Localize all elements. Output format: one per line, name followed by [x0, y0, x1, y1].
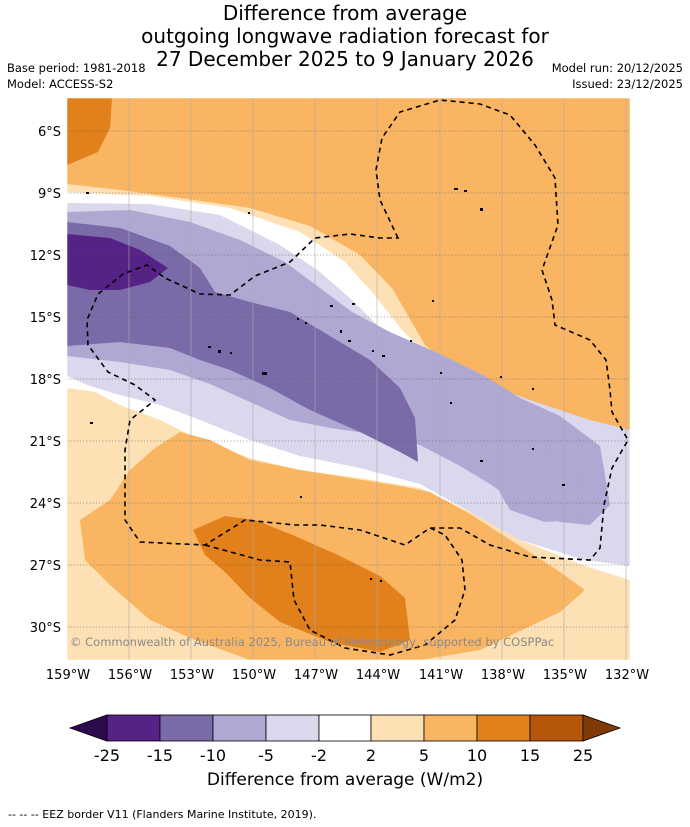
lat-label: 9°S	[38, 187, 61, 202]
colorbar-segment	[265, 714, 320, 742]
colorbar-tick: 10	[467, 746, 487, 765]
lon-label: 150°W	[232, 668, 276, 683]
model-run: Model run: 20/12/2025	[551, 61, 683, 75]
colorbar-segment	[423, 714, 478, 742]
lat-axis: 6°S 9°S 12°S 15°S 18°S 21°S 24°S 27°S 30…	[30, 125, 61, 636]
lon-label: 153°W	[170, 668, 214, 683]
eez-legend-note: -- -- -- EEZ border V11 (Flanders Marine…	[8, 808, 317, 821]
colorbar-label: Difference from average (W/m2)	[206, 770, 484, 790]
lon-label: 147°W	[294, 668, 338, 683]
colorbar-arrow-min	[68, 714, 108, 742]
lat-label: 18°S	[30, 373, 61, 388]
lat-label: 24°S	[30, 497, 61, 512]
lat-label: 21°S	[30, 435, 61, 450]
colorbar-segment	[212, 714, 267, 742]
colorbar-segment	[159, 714, 214, 742]
lat-label: 30°S	[30, 621, 61, 636]
lat-label: 27°S	[30, 559, 61, 574]
chart-title: Difference from average outgoing longwav…	[0, 2, 690, 71]
meta-right: Model run: 20/12/2025 Issued: 23/12/2025	[552, 60, 683, 92]
lat-label: 15°S	[30, 311, 61, 326]
lat-label: 6°S	[38, 125, 61, 140]
meta-left: Base period: 1981-2018 Model: ACCESS-S2	[7, 60, 146, 92]
title-line-3: 27 December 2025 to 9 January 2026	[156, 47, 534, 71]
islands	[86, 188, 565, 582]
lat-gridlines	[67, 130, 630, 628]
colorbar-segment	[318, 714, 372, 742]
anomaly-band-south-10-15	[193, 516, 410, 652]
anomaly-band-neg-10-15	[67, 222, 418, 462]
colorbar-tick: -15	[147, 746, 173, 765]
lon-label: 144°W	[356, 668, 400, 683]
lon-label: 132°W	[605, 668, 649, 683]
anomaly-band-neg-15-25	[67, 234, 168, 290]
colorbar	[68, 714, 622, 742]
lon-label: 156°W	[108, 668, 152, 683]
lon-label: 141°W	[419, 668, 463, 683]
map-area	[67, 98, 630, 660]
lon-label: 159°W	[46, 668, 90, 683]
colorbar-tick: 5	[419, 746, 429, 765]
anomaly-band-south-neg-5-10	[495, 448, 590, 522]
colorbar-tick: -10	[200, 746, 226, 765]
colorbar-ticks: -25 -15 -10 -5 -2 2 5 10 15 25	[94, 746, 593, 765]
title-line-1: Difference from average	[222, 1, 468, 25]
map-frame	[66, 97, 631, 661]
base-period: Base period: 1981-2018	[7, 61, 146, 75]
lon-axis: 159°W 156°W 153°W 150°W 147°W 144°W 141°…	[46, 668, 649, 683]
anomaly-band-south-5-10	[80, 432, 585, 660]
eez-border	[86, 99, 629, 656]
colorbar-tick: -5	[258, 746, 274, 765]
colorbar-arrow-max	[582, 714, 622, 742]
colorbar-segment	[106, 714, 161, 742]
title-line-2: outgoing longwave radiation forecast for	[141, 24, 549, 48]
colorbar-segment	[370, 714, 425, 742]
anomaly-band-north-10-15	[67, 98, 112, 165]
colorbar-tick: 25	[573, 746, 593, 765]
copyright-notice: © Commonwealth of Australia 2025, Bureau…	[70, 635, 554, 649]
lon-gridlines	[128, 98, 627, 660]
anomaly-band-north-5-10	[67, 98, 630, 440]
lon-label: 135°W	[543, 668, 587, 683]
colorbar-tick: 2	[366, 746, 376, 765]
colorbar-tick: 15	[520, 746, 540, 765]
colorbar-tick: -25	[94, 746, 120, 765]
colorbar-segment	[529, 714, 584, 742]
colorbar-tick: -2	[311, 746, 327, 765]
lon-label: 138°W	[481, 668, 525, 683]
issued-date: Issued: 23/12/2025	[572, 77, 683, 91]
lat-label: 12°S	[30, 249, 61, 264]
colorbar-segment	[476, 714, 531, 742]
model-name: Model: ACCESS-S2	[7, 77, 114, 91]
